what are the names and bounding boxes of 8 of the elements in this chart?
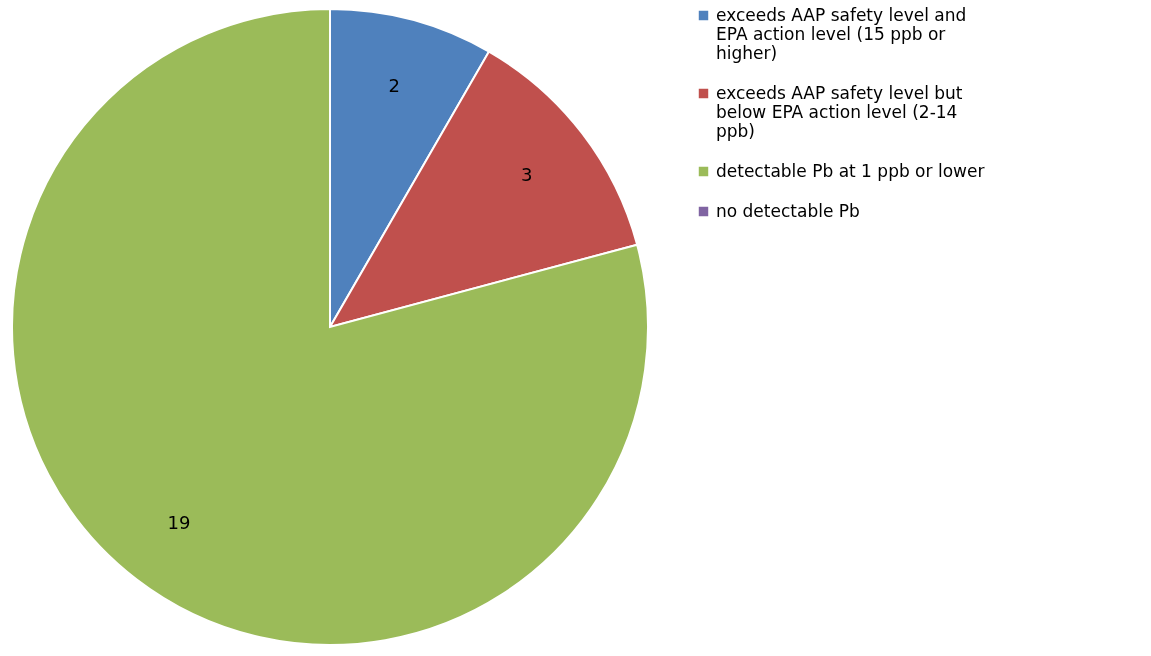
data-label: 2 (388, 75, 400, 97)
data-label: 3 (521, 164, 533, 185)
legend-label: detectable Pb at 1 ppb or lower (716, 160, 985, 181)
data-label: 19 (167, 511, 191, 533)
legend-label: no detectable Pb (716, 200, 860, 221)
legend-label: exceeds AAP safety level but below EPA action level (2-14 ppb) (716, 82, 963, 141)
pie-slice (11, 8, 649, 646)
legend-label: exceeds AAP safety level and EPA action level (15 ppb or higher) (716, 4, 967, 63)
